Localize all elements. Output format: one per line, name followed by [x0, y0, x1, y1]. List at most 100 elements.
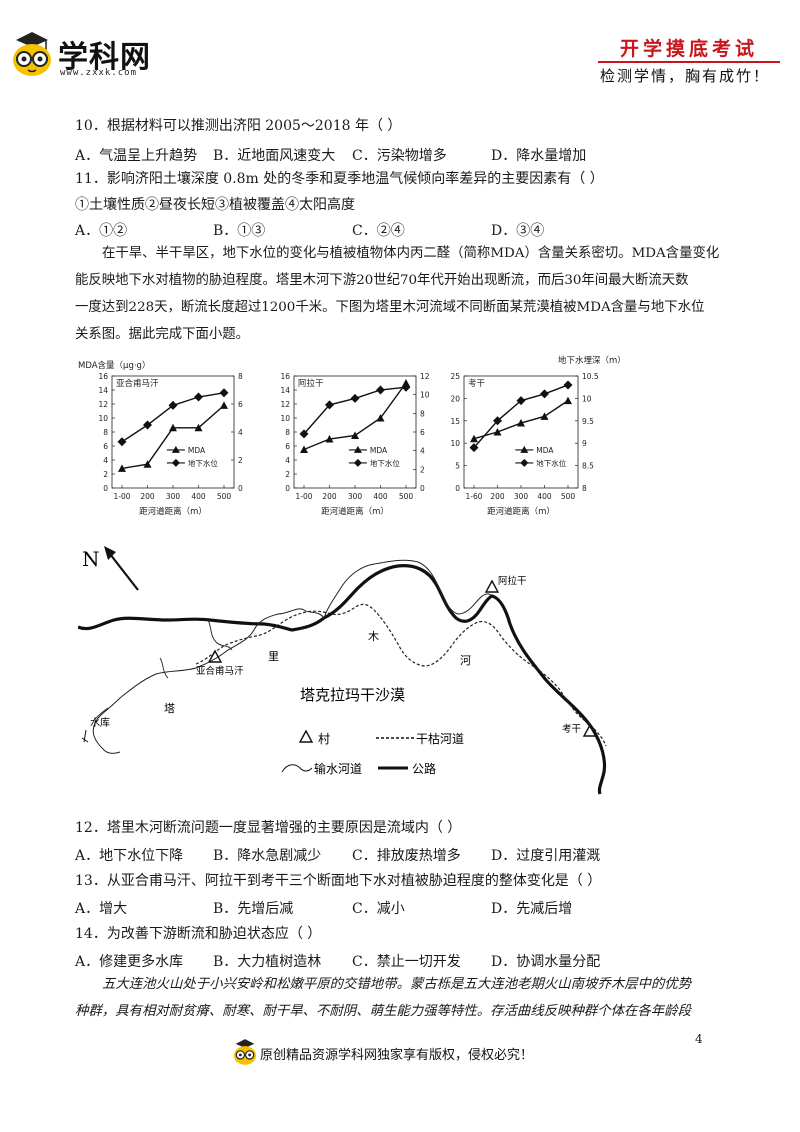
chart-title: 亚合甫马汗 — [116, 378, 159, 389]
question-10-stem: 10．根据材料可以推测出济阳 2005～2018 年（ ） — [75, 118, 402, 134]
groundwater-point — [401, 382, 411, 392]
question-13-option-c[interactable]: C．减小 — [352, 901, 405, 917]
x-tick-label: 500 — [217, 492, 232, 501]
question-14-stem: 14．为改善下游断流和胁迫状态应（ ） — [75, 926, 322, 942]
question-14-option-d[interactable]: D．协调水量分配 — [491, 954, 601, 970]
y2-tick-label: 9 — [582, 439, 587, 448]
dry-river-line — [195, 603, 607, 747]
legend-gw-label: 地下水位 — [370, 458, 400, 468]
legend-mda-label: MDA — [188, 446, 206, 455]
badge-divider — [598, 61, 780, 63]
legend-gw-label: 地下水位 — [188, 458, 218, 468]
question-11-option-a[interactable]: A．①② — [75, 223, 128, 239]
groundwater-point — [143, 420, 152, 430]
chart-frame — [463, 375, 579, 489]
question-10-option-a[interactable]: A．气温呈上升趋势 — [75, 148, 198, 164]
passage-line: 关系图。据此完成下面小题。 — [75, 327, 250, 342]
question-11-option-d[interactable]: D．③④ — [491, 223, 545, 239]
question-12-option-b[interactable]: B．降水急剧减少 — [213, 848, 322, 864]
y2-tick-label: 2 — [420, 465, 425, 474]
question-12-option-a[interactable]: A．地下水位下降 — [75, 848, 184, 864]
groundwater-point — [325, 400, 334, 410]
y2-tick-label: 8.5 — [582, 462, 594, 471]
question-10-option-b[interactable]: B．近地面风速变大 — [213, 148, 336, 164]
y-tick-label: 12 — [98, 400, 108, 409]
groundwater-point — [469, 443, 479, 453]
canal-line — [92, 559, 493, 754]
x-tick-label: 300 — [166, 492, 181, 501]
site-logo[interactable]: 学科网 www.zxxk.com — [10, 28, 170, 83]
x-tick-label: 500 — [399, 492, 414, 501]
y-tick-label: 10 — [280, 414, 290, 423]
y-tick-label: 6 — [103, 442, 108, 451]
map-legend: 村 干枯河道 输水河道 公路 — [281, 729, 464, 776]
y2-tick-label: 6 — [420, 428, 425, 437]
question-11-choices: ①土壤性质②昼夜长短③植被覆盖④太阳高度 — [75, 197, 355, 213]
x-tick-label: 500 — [561, 492, 576, 501]
legend-mda-marker — [520, 445, 529, 453]
question-12-option-d[interactable]: D．过度引用灌溉 — [491, 848, 601, 864]
y-tick-label: 14 — [280, 386, 290, 395]
question-10-option-c[interactable]: C．污染物增多 — [352, 148, 447, 164]
north-label: N — [82, 547, 100, 571]
chart-right-axis-title: 地下水埋深（m） — [558, 355, 626, 366]
legend-canal-label: 输水河道 — [314, 761, 362, 776]
x-tick-label: 300 — [514, 492, 529, 501]
question-11-stem: 11．影响济阳土壤深度 0.8m 处的冬季和夏季地温气候倾向率差异的主要因素有（… — [75, 171, 604, 187]
copyright-text: 原创精品资源学科网独家享有版权，侵权必究！ — [260, 1048, 534, 1063]
question-11-option-b[interactable]: B．①③ — [213, 223, 266, 239]
y-tick-label: 8 — [285, 428, 290, 437]
question-10-option-d[interactable]: D．降水量增加 — [491, 148, 587, 164]
x-axis-label: 距河道距离（m） — [139, 506, 207, 517]
passage-line: 在干旱、半干旱区，地下水位的变化与植被植物体内丙二醛（简称MDA）含量关系密切。… — [102, 246, 720, 261]
y2-tick-label: 10 — [582, 394, 592, 403]
legend-gw-label: 地下水位 — [536, 458, 566, 468]
groundwater-point — [168, 400, 178, 410]
chart-title: 阿拉干 — [298, 378, 324, 389]
y2-tick-label: 10.5 — [582, 372, 599, 381]
passage-line: 五大连池火山处于小兴安岭和松嫩平原的交错地带。蒙古栎是五大连池老期火山南坡乔木层… — [102, 977, 692, 992]
village-marker-icon — [207, 649, 223, 663]
x-tick-label: 400 — [373, 492, 388, 501]
badge-title: 开学摸底考试 — [620, 38, 759, 60]
groundwater-point — [376, 385, 385, 395]
reservoir-outline — [81, 729, 89, 743]
legend-village-icon — [298, 729, 314, 743]
question-13-option-d[interactable]: D．先减后增 — [491, 901, 573, 917]
y-tick-label: 0 — [285, 484, 290, 493]
mda-point — [376, 414, 385, 422]
question-12-option-c[interactable]: C．排放废热增多 — [352, 848, 461, 864]
reservoir-label: 水库 — [90, 716, 110, 729]
y-tick-label: 0 — [455, 484, 460, 493]
question-14-option-a[interactable]: A．修建更多水库 — [75, 954, 184, 970]
y-tick-label: 6 — [285, 442, 290, 451]
groundwater-point — [117, 437, 127, 447]
x-tick-label: 1-00 — [295, 492, 312, 501]
question-14-option-b[interactable]: B．大力植树造林 — [213, 954, 322, 970]
mda-point — [300, 445, 308, 453]
legend-village-label: 村 — [318, 732, 330, 746]
question-13-option-b[interactable]: B．先增后减 — [213, 901, 294, 917]
village-marker-icon — [484, 579, 500, 593]
y2-tick-label: 8 — [420, 409, 425, 418]
mda-point — [493, 428, 502, 436]
x-tick-label: 400 — [537, 492, 552, 501]
village-label-alagan: 阿拉干 — [498, 575, 527, 587]
legend-mda-label: MDA — [536, 446, 554, 455]
river-name-char: 木 — [368, 630, 379, 643]
mda-point — [517, 419, 525, 427]
tarim-river-map: N 亚合甫马汗 阿拉干 考干 水库 塔 里 木 河 塔克拉玛干沙漠 村 干枯河道… — [78, 546, 607, 795]
mda-point — [169, 423, 177, 432]
y-tick-label: 4 — [285, 456, 290, 465]
question-13-option-a[interactable]: A．增大 — [75, 901, 128, 917]
y-tick-label: 14 — [98, 386, 108, 395]
legend-gw-marker — [171, 458, 180, 467]
legend-mda-label: MDA — [370, 446, 388, 455]
question-14-option-c[interactable]: C．禁止一切开发 — [352, 954, 461, 970]
groundwater-point — [350, 393, 360, 403]
owl-mascot-icon — [233, 1039, 257, 1065]
exam-badge: 开学摸底考试 检测学情，胸有成竹！ — [598, 34, 788, 85]
groundwater-point — [194, 392, 203, 402]
passage-tarim: 在干旱、半干旱区，地下水位的变化与植被植物体内丙二醛（简称MDA）含量关系密切。… — [75, 240, 735, 348]
question-11-option-c[interactable]: C．②④ — [352, 223, 405, 239]
